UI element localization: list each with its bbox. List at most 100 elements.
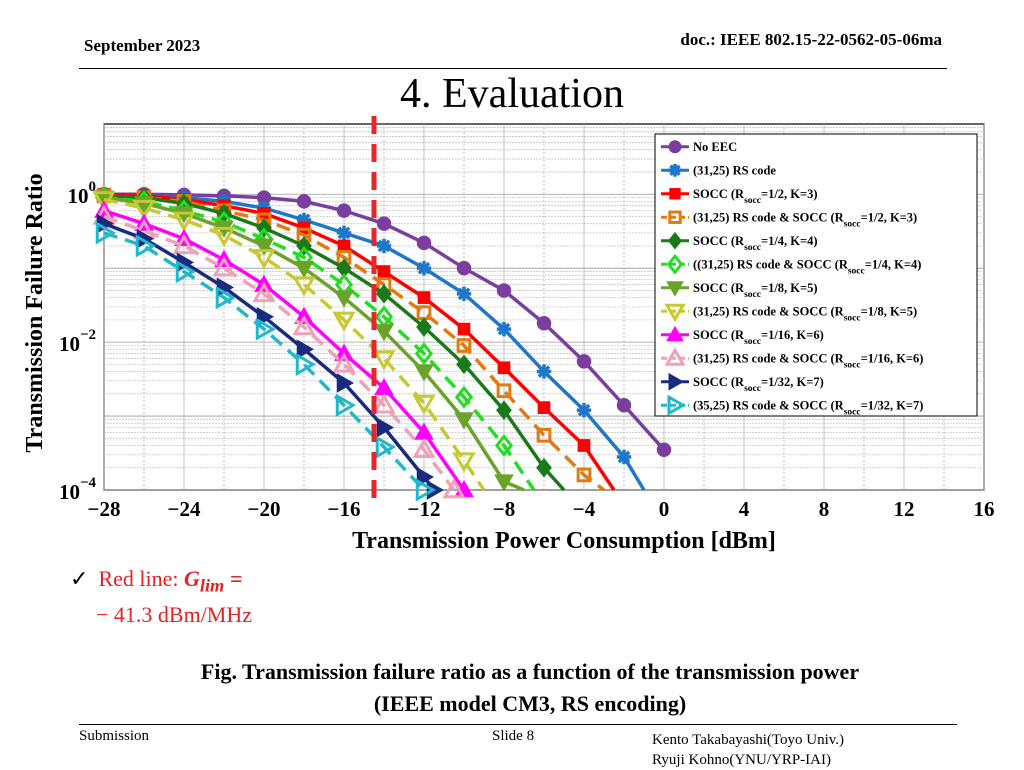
- legend-entry: SOCC (Rsocc=1/16, K=6): [693, 328, 824, 347]
- series-line: [103, 208, 466, 491]
- star-stroke: [497, 322, 511, 336]
- legend-marker: [667, 231, 683, 250]
- series-8: [92, 191, 486, 491]
- x-tick-label: −8: [493, 497, 515, 521]
- transmission-failure-chart: −28 −24 −20 −16 −12 −8 −4 0 4 8 12 16 100 10−2 10−4 Tra…: [22, 116, 995, 554]
- legend-marker: [669, 188, 681, 200]
- x-tick-label: −20: [248, 497, 281, 521]
- data-point: [252, 249, 276, 270]
- data-point: [417, 291, 431, 304]
- data-point: [576, 467, 592, 483]
- legend-entry: SOCC (Rsocc=1/8, K=5): [693, 281, 818, 300]
- series-line: [103, 194, 606, 492]
- y-tick-label: 10−2: [59, 327, 96, 356]
- x-tick-label: −24: [168, 497, 201, 521]
- data-point: [295, 352, 317, 376]
- data-point: [536, 364, 552, 379]
- footer-author-1: Kento Takabayashi(Toyo Univ.): [652, 732, 845, 748]
- data-point: [334, 290, 354, 308]
- data-point: [375, 435, 397, 459]
- star-stroke: [537, 365, 551, 378]
- data-point: [372, 350, 396, 371]
- data-point: [416, 467, 435, 487]
- star-stroke: [337, 226, 351, 240]
- data-point: [537, 401, 551, 414]
- data-point: [172, 211, 196, 232]
- note-equals: =: [224, 566, 243, 591]
- x-axis-label: Transmission Power Consumption [dBm]: [352, 528, 776, 554]
- data-point: [536, 427, 552, 443]
- legend-marker: [664, 303, 686, 323]
- legend-entry: (31,25) RS code & SOCC (Rsocc=1/16, K=6): [693, 351, 923, 370]
- x-tick-label: 12: [894, 497, 915, 521]
- legend-marker: [668, 163, 682, 177]
- data-point: [416, 235, 432, 251]
- data-point: [456, 338, 472, 353]
- data-point: [212, 226, 236, 248]
- data-point: [132, 199, 156, 221]
- data-point: [536, 315, 552, 331]
- series-line: [103, 214, 456, 492]
- legend-marker: [668, 210, 682, 224]
- legend-entry: SOCC (Rsocc=1/32, K=7): [693, 375, 824, 394]
- data-point: [412, 394, 436, 416]
- x-tick-label: 8: [819, 497, 830, 521]
- data-point: [135, 234, 157, 258]
- header-doc-id: doc.: IEEE 802.15-22-0562-05-06ma: [680, 30, 942, 49]
- data-point: [215, 286, 237, 310]
- data-point: [332, 311, 356, 332]
- footer-author-2: Ryuji Kohno(YNU/YRP-IAI): [652, 752, 831, 768]
- data-point: [414, 342, 434, 365]
- legend-entry: SOCC (Rsocc=1/2, K=3): [693, 187, 818, 206]
- x-tick-label: 0: [659, 497, 670, 521]
- data-point: [496, 321, 512, 337]
- slide-title: 4. Evaluation: [400, 71, 624, 117]
- caption-line-1: Fig. Transmission failure ratio as a fun…: [200, 659, 860, 684]
- data-point: [372, 393, 396, 414]
- series-12: [95, 221, 437, 502]
- x-tick-label: −12: [408, 497, 441, 521]
- legend-box: [654, 133, 978, 417]
- data-point: [212, 256, 236, 277]
- legend-marker: [667, 394, 687, 416]
- data-point: [456, 286, 472, 302]
- star-stroke: [457, 287, 471, 301]
- x-tick-label: −4: [573, 497, 596, 521]
- data-point: [454, 412, 474, 430]
- note-prefix: Red line:: [98, 566, 184, 591]
- x-tick-label: −16: [328, 497, 361, 521]
- data-point: [336, 373, 355, 393]
- legend-entry: ((31,25) RS code & SOCC (Rsocc=1/4, K=4): [693, 257, 921, 276]
- series-line: [103, 222, 436, 492]
- legend-marker: [668, 372, 685, 391]
- figure-caption: Fig. Transmission failure ratio as a fun…: [0, 656, 1024, 720]
- data-point: [92, 191, 116, 212]
- y-axis-label: Transmission Failure Ratio: [22, 173, 48, 452]
- data-point: [296, 236, 312, 256]
- data-point: [336, 225, 352, 241]
- data-point: [456, 260, 472, 276]
- data-point: [374, 324, 394, 342]
- data-point: [337, 239, 351, 253]
- data-point: [252, 281, 276, 303]
- data-point: [255, 317, 277, 341]
- data-point: [376, 284, 392, 304]
- series-line: [103, 197, 486, 491]
- data-point: [296, 339, 315, 360]
- star-stroke: [577, 403, 591, 417]
- star-stroke: [617, 450, 631, 464]
- footer-authors: Kento Takabayashi(Toyo Univ.) Ryuji Kohn…: [652, 730, 844, 770]
- legend-entry: No EEC: [693, 140, 737, 154]
- x-tick-label: 4: [739, 497, 750, 521]
- data-point: [496, 400, 512, 421]
- legend-entry: (35,25) RS code & SOCC (Rsocc=1/32, K=7): [693, 398, 923, 417]
- data-point: [296, 194, 312, 209]
- data-point: [254, 238, 274, 256]
- legend-entry: SOCC (Rsocc=1/4, K=4): [693, 234, 818, 253]
- data-point: [456, 354, 472, 375]
- y-tick-label: 100: [68, 179, 97, 208]
- red-line-note: ✓ Red line: Glim = − 41.3 dBm/MHz: [70, 564, 252, 630]
- data-point: [292, 276, 316, 297]
- legend-marker: [666, 325, 684, 342]
- data-point: [332, 352, 356, 373]
